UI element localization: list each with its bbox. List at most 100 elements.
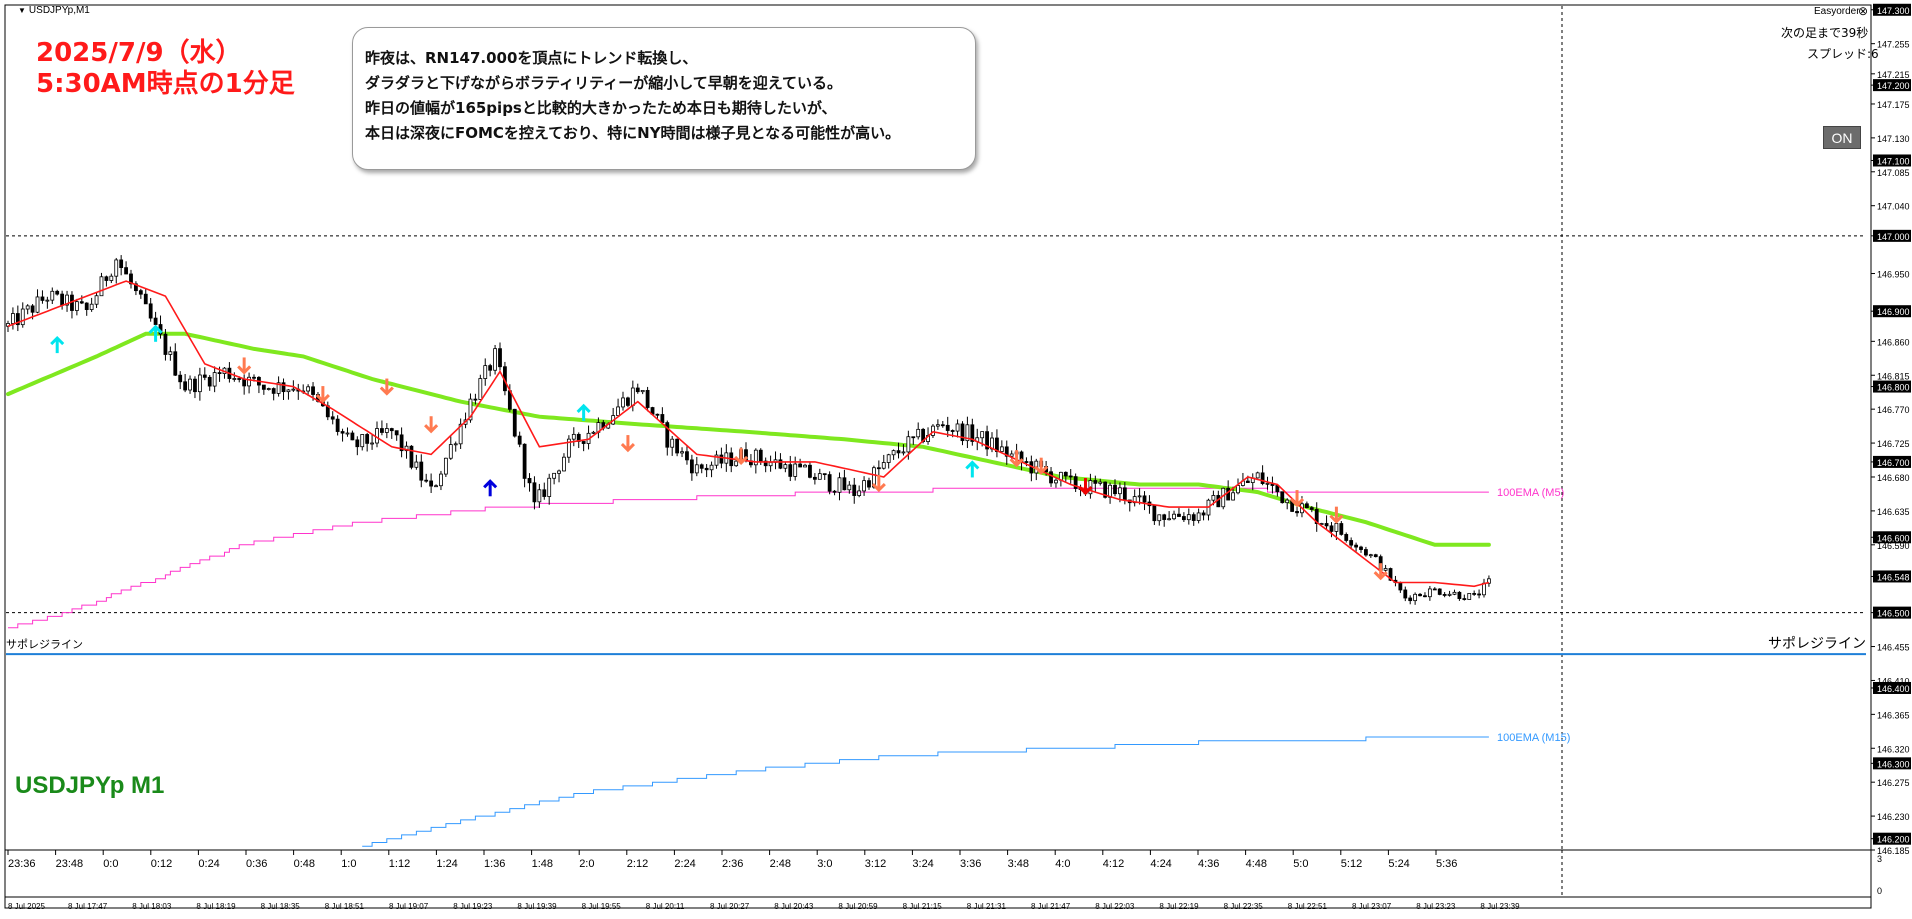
candle-body: [1373, 554, 1378, 558]
candle-body: [252, 376, 256, 379]
candle-body: [1004, 446, 1009, 457]
candle-body: [527, 478, 532, 484]
candle-body: [1172, 513, 1176, 520]
candle-body: [202, 374, 207, 378]
time-line: 5:30AM時点の1分足: [36, 69, 295, 99]
candle-body: [645, 389, 650, 408]
candle-body: [1093, 480, 1098, 484]
candle-body: [803, 464, 807, 468]
candle-body: [129, 273, 133, 285]
candle-body: [1201, 512, 1206, 516]
on-button[interactable]: ON: [1823, 126, 1861, 149]
candle-body: [788, 464, 793, 477]
arrow-down-icon: [620, 435, 635, 453]
y-tick-label: 146.815: [1877, 371, 1910, 381]
candle-body: [138, 290, 143, 295]
candle-body: [694, 464, 699, 474]
close-circle-icon[interactable]: ⊗: [1858, 4, 1869, 18]
x-tick-label-bottom: 8 Jul 22:51: [1288, 902, 1328, 911]
candle-body: [1226, 487, 1231, 501]
candle-body: [1054, 479, 1058, 484]
candle-body: [247, 376, 251, 387]
x-tick-label-top: 5:36: [1436, 858, 1457, 870]
candle-body: [109, 275, 114, 281]
candle-body: [675, 438, 680, 454]
y-tick-highlight: [1873, 79, 1911, 92]
candle-body: [365, 434, 370, 444]
triangle-down-icon[interactable]: ▼: [18, 6, 26, 15]
candle-body: [94, 295, 99, 305]
arrow-head: [576, 403, 591, 413]
y-tick-label: 146.410: [1877, 676, 1910, 686]
x-tick-label-bottom: 8 Jul 18:03: [132, 902, 172, 911]
candle-body: [552, 472, 557, 479]
y-tick-label: 146.800: [1877, 383, 1910, 393]
y-tick-label: 146.700: [1877, 458, 1910, 468]
candle-body: [1339, 523, 1344, 535]
x-tick-label-bottom: 8 Jul 21:15: [903, 902, 943, 911]
candle-body: [1137, 495, 1142, 498]
candle-body: [1285, 499, 1290, 504]
arrow-head: [1289, 498, 1305, 508]
x-tick-label-top: 3:0: [817, 858, 832, 870]
candle-body: [286, 389, 291, 393]
x-tick-label-top: 3:12: [865, 858, 886, 870]
ema-m5-label: 100EMA (M5): [1497, 487, 1564, 499]
arrow-down-icon: [379, 378, 394, 396]
x-tick-label-top: 1:24: [436, 858, 457, 870]
candle-body: [340, 431, 345, 434]
x-tick-label-top: 0:48: [294, 858, 315, 870]
candle-body: [306, 386, 311, 392]
x-tick-label-bottom: 8 Jul 17:47: [68, 902, 108, 911]
comment-box: 昨夜は、RN147.000を頂点にトレンド転換し、 ダラダラと下げながらボラティ…: [352, 27, 976, 170]
arrow-up-icon: [576, 403, 591, 421]
candle-body: [1024, 461, 1029, 463]
candle-body: [753, 449, 758, 466]
candle-body: [1157, 514, 1162, 522]
y-tick-highlight: [1873, 531, 1911, 544]
candle-body: [985, 431, 989, 450]
candle-body: [852, 484, 857, 496]
y-tick-label: 146.680: [1877, 473, 1910, 483]
candle-body: [143, 293, 148, 305]
arrow-head: [620, 443, 635, 453]
arrow-head: [734, 455, 749, 466]
candle-body: [626, 397, 630, 406]
y-tick-label: 146.725: [1877, 439, 1910, 449]
x-tick-label-bottom: 8 Jul 22:03: [1095, 902, 1135, 911]
symbol-label: USDJPYp M1: [15, 772, 165, 799]
candle-body: [1231, 492, 1235, 501]
arrow-head: [1078, 485, 1093, 496]
candle-body: [1009, 453, 1014, 457]
candle-body: [1349, 540, 1354, 546]
candle-body: [370, 442, 374, 445]
candle-body: [1280, 491, 1285, 504]
candle-body: [906, 436, 911, 453]
x-tick-label-bottom: 8 Jul 23:39: [1480, 902, 1520, 911]
candle-body: [689, 459, 694, 474]
x-tick-label-top: 5:24: [1388, 858, 1409, 870]
y-tick-label: 146.950: [1877, 270, 1910, 280]
candle-body: [99, 276, 104, 297]
x-tick-label-top: 5:12: [1341, 858, 1362, 870]
x-tick-label-bottom: 8 Jul 23:23: [1416, 902, 1456, 911]
candle-body: [1364, 549, 1368, 556]
candle-body: [355, 439, 360, 448]
candle-body: [40, 296, 45, 301]
x-tick-label-bottom: 8 Jul 21:31: [967, 902, 1007, 911]
candle-body: [1432, 588, 1437, 591]
candle-body: [35, 296, 40, 313]
candle-body: [439, 473, 443, 487]
y-tick-label: 147.255: [1877, 40, 1910, 50]
x-tick-label-top: 3:36: [960, 858, 981, 870]
candle-body: [1452, 591, 1457, 595]
x-tick-label-top: 3:24: [912, 858, 933, 870]
candle-body: [1457, 591, 1462, 599]
y-tick-label: 146.770: [1877, 405, 1910, 415]
candle-body: [1177, 513, 1181, 517]
y-tick-label: 146.275: [1877, 778, 1910, 788]
candle-body: [1388, 568, 1393, 581]
arrow-down-icon: [1373, 563, 1388, 581]
candle-body: [635, 387, 640, 393]
